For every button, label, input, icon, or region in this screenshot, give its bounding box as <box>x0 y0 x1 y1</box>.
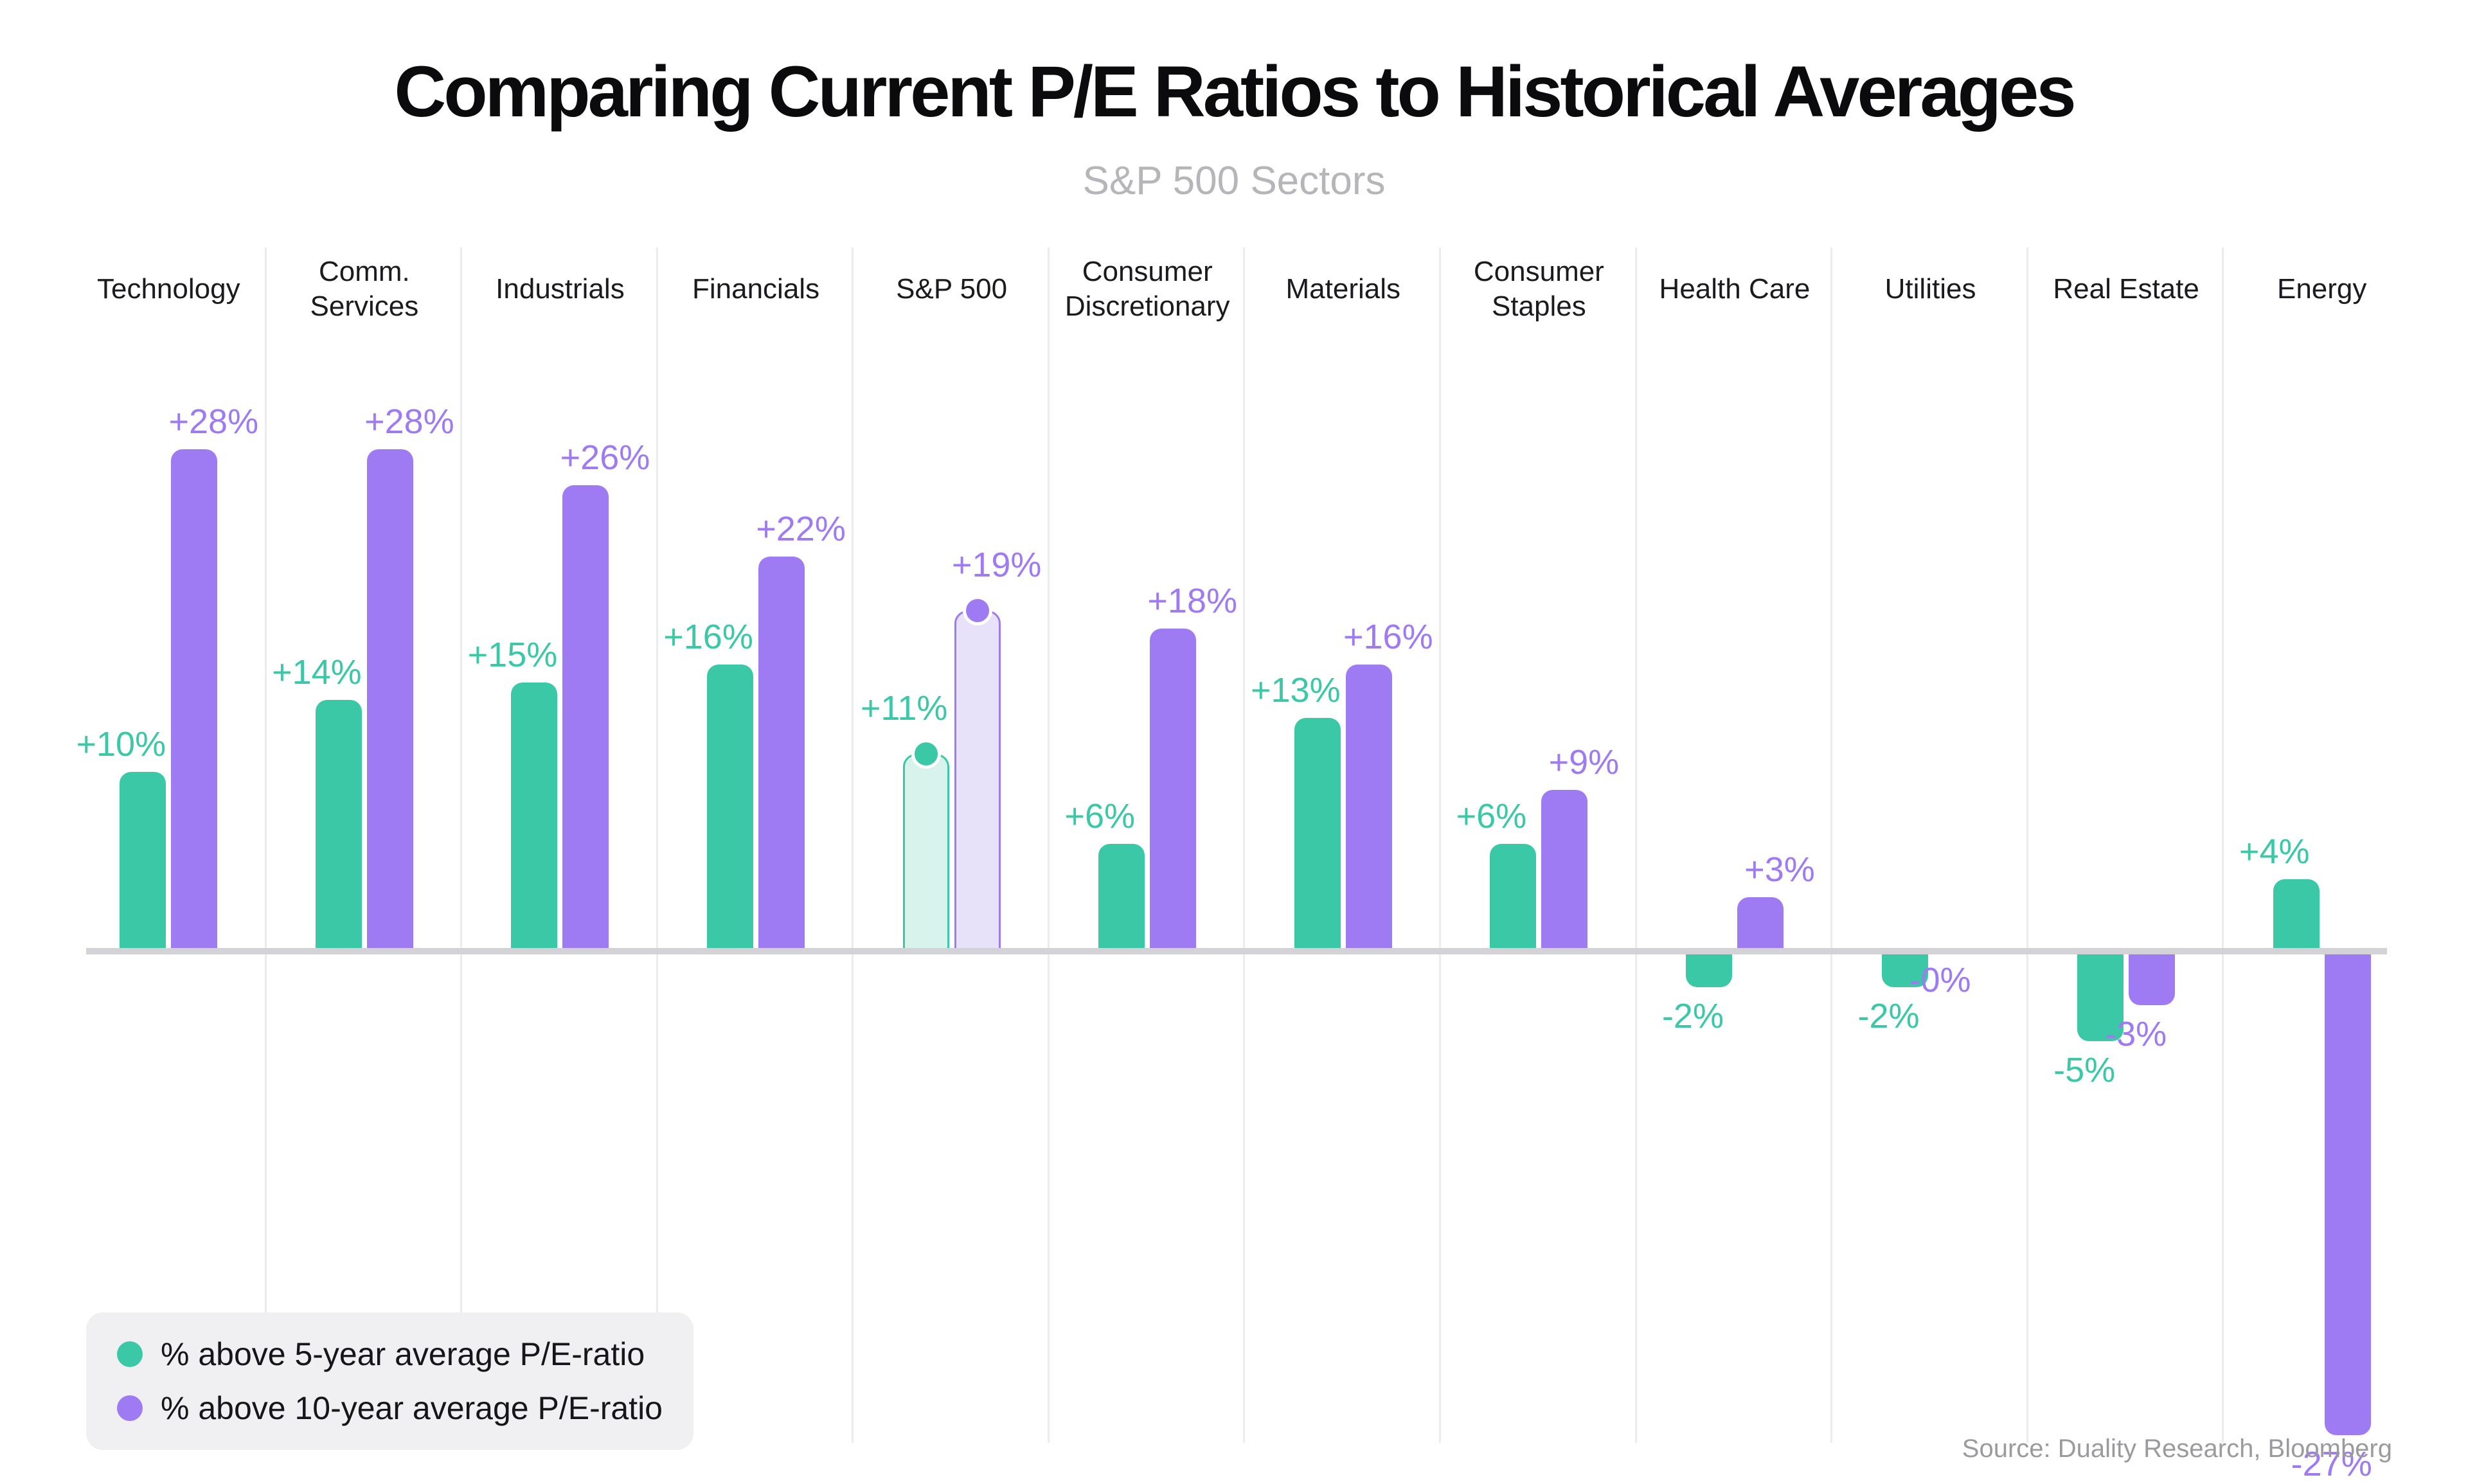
bar-value-label: +6% <box>1456 796 1527 836</box>
bar-10yr-avg <box>1737 897 1784 951</box>
bar-10yr-avg <box>1150 628 1197 951</box>
plot-area: Technology Comm. Services Industrials Finan… <box>71 247 2420 1483</box>
category-column <box>1246 247 1442 1443</box>
bar-value-label: +14% <box>272 653 362 692</box>
category-column <box>267 247 463 1443</box>
bar-10yr-avg <box>2324 951 2371 1436</box>
bar-5yr-avg <box>511 682 558 951</box>
legend-label-5yr: % above 5-year average P/E-ratio <box>161 1336 645 1372</box>
legend-dot-5yr-icon <box>117 1341 143 1367</box>
bar-10yr-avg <box>2129 951 2176 1005</box>
bar-5yr-avg <box>2273 879 2320 951</box>
bar-value-label: -2% <box>1857 996 1920 1035</box>
legend: % above 5-year average P/E-ratio % above… <box>86 1312 693 1450</box>
chart-subtitle: S&P 500 Sectors <box>1082 159 1386 203</box>
bar-5yr-avg <box>707 664 754 951</box>
bar-value-label: +19% <box>951 545 1042 584</box>
bar-value-label: +6% <box>1064 796 1135 836</box>
bar-5yr-avg <box>1294 718 1341 951</box>
bar-10yr-avg <box>758 557 805 951</box>
bar-value-label: +16% <box>663 617 753 656</box>
legend-label-10yr: % above 10-year average P/E-ratio <box>161 1390 663 1426</box>
category-column <box>71 247 267 1443</box>
bar-value-label: -3% <box>2105 1014 2167 1053</box>
category-label: Consumer Discretionary <box>1064 256 1230 322</box>
bar-5yr-avg <box>1685 951 1732 987</box>
bar-5yr-avg <box>315 700 362 951</box>
zero-axis-line <box>86 948 2387 954</box>
bar-10yr-avg <box>562 485 609 951</box>
legend-item-10yr: % above 10-year average P/E-ratio <box>117 1390 663 1427</box>
chart-title: Comparing Current P/E Ratios to Historic… <box>394 51 2076 132</box>
category-label: Materials <box>1285 273 1401 305</box>
bar-5yr-avg <box>1881 951 1928 987</box>
category-column <box>854 247 1050 1443</box>
highlight-marker-dot-icon <box>911 739 941 769</box>
category-column <box>1832 247 2028 1443</box>
bar-5yr-avg <box>2077 951 2124 1041</box>
category-label: Utilities <box>1884 273 1976 305</box>
category-label: Real Estate <box>2053 273 2199 305</box>
bar-value-label: +16% <box>1343 617 1433 656</box>
bar-10yr-avg <box>1345 664 1392 951</box>
category-column <box>2028 247 2224 1443</box>
bar-value-label: -2% <box>1661 996 1724 1035</box>
category-column <box>658 247 854 1443</box>
bar-value-label: +3% <box>1744 850 1815 890</box>
category-label: Financials <box>692 273 820 305</box>
bar-value-label: -0% <box>1909 961 1971 999</box>
bar-10yr-avg <box>366 449 413 951</box>
category-column <box>462 247 658 1443</box>
bar-5yr-avg <box>1098 843 1145 951</box>
category-label: Comm. Services <box>310 256 419 322</box>
bar-5yr-avg <box>902 754 949 951</box>
bar-5yr-avg <box>1490 843 1537 951</box>
category-column <box>1441 247 1637 1443</box>
legend-item-5yr: % above 5-year average P/E-ratio <box>117 1336 663 1373</box>
bar-value-label: +4% <box>2239 832 2310 872</box>
bar-value-label: -5% <box>2053 1050 2116 1089</box>
bar-value-label: +9% <box>1548 742 1620 782</box>
bar-value-label: +28% <box>364 402 454 441</box>
category-label: Health Care <box>1659 273 1811 305</box>
bar-value-label: +10% <box>76 725 166 764</box>
category-column <box>1050 247 1246 1443</box>
bar-value-label: +22% <box>756 510 846 549</box>
bar-value-label: -27% <box>2291 1445 2372 1484</box>
source-note: Source: Duality Research, Bloomberg <box>1962 1435 2392 1463</box>
bar-value-label: +26% <box>560 438 650 477</box>
legend-dot-10yr-icon <box>117 1395 143 1421</box>
category-label: Industrials <box>496 273 625 305</box>
highlight-marker-dot-icon <box>962 595 992 625</box>
bar-value-label: +15% <box>467 635 558 674</box>
category-column <box>1637 247 1833 1443</box>
bar-10yr-avg <box>1541 789 1588 951</box>
bar-value-label: +18% <box>1147 581 1238 620</box>
bar-value-label: +13% <box>1250 671 1341 710</box>
category-label: Energy <box>2276 273 2367 305</box>
bar-value-label: +28% <box>168 402 259 441</box>
bar-5yr-avg <box>120 772 166 951</box>
category-label: S&P 500 <box>896 273 1008 305</box>
bar-10yr-avg <box>171 449 218 951</box>
category-label: Technology <box>96 273 240 305</box>
bar-value-label: +11% <box>860 689 948 728</box>
bar-10yr-avg <box>954 610 1001 951</box>
category-label: Consumer Staples <box>1473 256 1604 322</box>
